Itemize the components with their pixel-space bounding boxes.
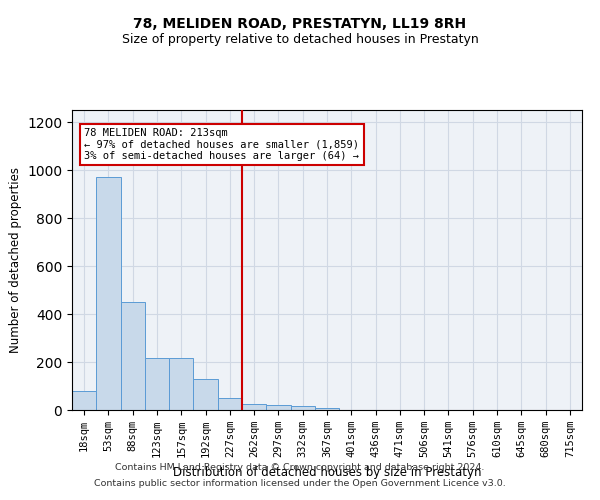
Bar	[242, 404, 266, 410]
Bar	[290, 406, 315, 410]
Text: Size of property relative to detached houses in Prestatyn: Size of property relative to detached ho…	[122, 32, 478, 46]
Text: Contains public sector information licensed under the Open Government Licence v3: Contains public sector information licen…	[94, 478, 506, 488]
Text: 78 MELIDEN ROAD: 213sqm
← 97% of detached houses are smaller (1,859)
3% of semi-: 78 MELIDEN ROAD: 213sqm ← 97% of detache…	[85, 128, 359, 161]
X-axis label: Distribution of detached houses by size in Prestatyn: Distribution of detached houses by size …	[173, 466, 481, 478]
Bar	[145, 358, 169, 410]
Bar	[218, 398, 242, 410]
Bar	[193, 379, 218, 410]
Bar	[315, 408, 339, 410]
Y-axis label: Number of detached properties: Number of detached properties	[8, 167, 22, 353]
Text: 78, MELIDEN ROAD, PRESTATYN, LL19 8RH: 78, MELIDEN ROAD, PRESTATYN, LL19 8RH	[133, 18, 467, 32]
Bar	[169, 358, 193, 410]
Bar	[266, 405, 290, 410]
Bar	[121, 302, 145, 410]
Bar	[96, 177, 121, 410]
Text: Contains HM Land Registry data © Crown copyright and database right 2024.: Contains HM Land Registry data © Crown c…	[115, 464, 485, 472]
Bar	[72, 391, 96, 410]
